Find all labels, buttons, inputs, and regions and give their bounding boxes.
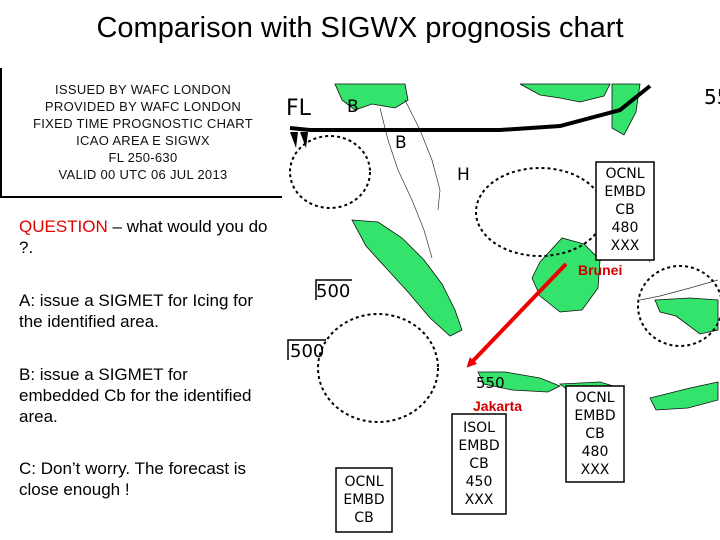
svg-text:500: 500 xyxy=(290,341,324,362)
svg-text:XXX: XXX xyxy=(581,462,610,478)
land-borneo xyxy=(531,237,601,313)
cb-area-north xyxy=(475,167,605,257)
pressure-label-b2: B xyxy=(395,133,407,153)
header-line-chart-type: FIXED TIME PROGNOSTIC CHART xyxy=(33,116,253,131)
svg-text:CB: CB xyxy=(615,202,634,218)
cb-box-north: OCNL EMBD CB 480 XXX xyxy=(595,161,655,261)
question-prompt: QUESTION – what would you do ?. xyxy=(19,216,269,258)
svg-text:OCNL: OCNL xyxy=(575,390,614,406)
header-line-issued: ISSUED BY WAFC LONDON xyxy=(54,82,232,97)
map-label-55: 55 xyxy=(704,85,720,109)
option-b: B: issue a SIGMET for embedded Cb for th… xyxy=(19,365,252,426)
svg-text:OCNL: OCNL xyxy=(605,166,644,182)
option-a: A: issue a SIGMET for Icing for the iden… xyxy=(19,291,253,331)
svg-text:XXX: XXX xyxy=(465,492,494,508)
header-line-levels: FL 250-630 xyxy=(108,150,178,165)
svg-text:480: 480 xyxy=(582,444,609,460)
jet-barb xyxy=(290,132,298,148)
pressure-label-b1: B xyxy=(347,97,359,117)
coast-new-guinea xyxy=(639,279,719,301)
svg-text:450: 450 xyxy=(466,474,493,490)
height-marker-500-upper: 500 xyxy=(315,279,352,302)
land-sulawesi-east xyxy=(654,297,719,335)
question-text: – what would you do ?. xyxy=(19,217,268,257)
cb-box-jakarta: ISOL EMBD CB 450 XXX xyxy=(451,413,507,515)
header-line-area: ICAO AREA E SIGWX xyxy=(76,133,210,148)
cb-area-west xyxy=(317,313,439,423)
cb-box-southwest: OCNL EMBD CB xyxy=(335,467,393,533)
svg-text:OCNL: OCNL xyxy=(344,474,383,490)
svg-text:CB: CB xyxy=(585,426,604,442)
jet-stream-line xyxy=(289,84,652,132)
coast-malay-peninsula xyxy=(379,107,433,259)
land-lesser-sunda xyxy=(649,381,719,411)
slide-title: Comparison with SIGWX prognosis chart xyxy=(96,12,624,44)
svg-text:XXX: XXX xyxy=(611,238,640,254)
svg-text:EMBD: EMBD xyxy=(343,492,384,508)
svg-text:CB: CB xyxy=(469,456,488,472)
city-label-jakarta: Jakarta xyxy=(473,398,522,414)
svg-text:480: 480 xyxy=(612,220,639,236)
svg-text:CB: CB xyxy=(354,510,373,526)
brunei-jakarta-arrow xyxy=(466,262,568,368)
pressure-label-h: H xyxy=(457,165,470,185)
map-label-fl: FL xyxy=(286,96,312,121)
land-sumatra xyxy=(351,219,463,337)
land-java xyxy=(477,371,561,393)
cb-area-northwest xyxy=(289,135,371,209)
svg-text:EMBD: EMBD xyxy=(574,408,615,424)
jet-stream-barbs xyxy=(290,132,308,148)
coast-vietnam xyxy=(404,99,441,211)
city-label-brunei: Brunei xyxy=(578,262,622,278)
svg-text:500: 500 xyxy=(316,281,350,302)
svg-text:ISOL: ISOL xyxy=(463,420,495,436)
height-label-550: 550 xyxy=(476,374,505,392)
chart-header-box: ISSUED BY WAFC LONDON PROVIDED BY WAFC L… xyxy=(0,68,282,198)
question-keyword: QUESTION xyxy=(19,217,108,236)
height-marker-500-lower: 500 xyxy=(287,339,326,362)
land-southchina xyxy=(519,83,611,103)
land-taiwan-islands xyxy=(611,83,641,136)
svg-text:EMBD: EMBD xyxy=(604,184,645,200)
svg-text:EMBD: EMBD xyxy=(458,438,499,454)
header-line-provided: PROVIDED BY WAFC LONDON xyxy=(44,99,242,114)
jet-barb xyxy=(300,132,308,148)
cb-area-east xyxy=(637,265,720,347)
land-masses xyxy=(334,83,719,411)
land-indochina xyxy=(334,83,409,111)
cb-box-southeast: OCNL EMBD CB 480 XXX xyxy=(565,385,625,483)
header-line-valid: VALID 00 UTC 06 JUL 2013 xyxy=(58,167,228,182)
option-c: C: Don’t worry. The forecast is close en… xyxy=(19,459,247,499)
